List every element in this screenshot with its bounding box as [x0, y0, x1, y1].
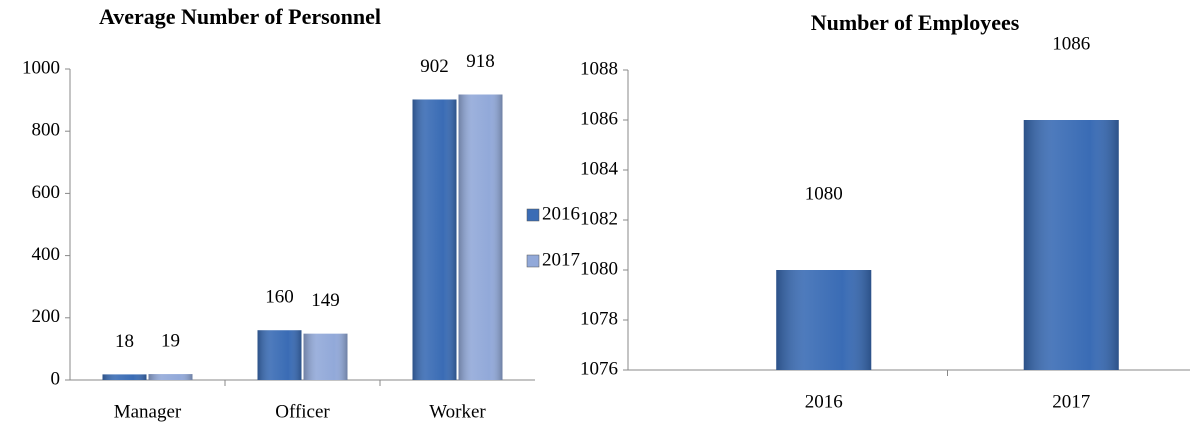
bar-shade: [102, 374, 147, 380]
y-tick-label: 600: [32, 182, 61, 203]
y-tick-label: 1076: [580, 358, 618, 379]
y-tick-label: 1086: [580, 108, 618, 129]
bar-shade: [1023, 120, 1119, 370]
data-label: 149: [311, 290, 340, 311]
legend-label: 2017: [542, 249, 580, 270]
y-tick-label: 800: [32, 120, 61, 141]
y-tick-label: 1082: [580, 208, 618, 229]
x-tick-label: Manager: [114, 401, 182, 422]
y-tick-label: 200: [32, 306, 61, 327]
data-label: 160: [265, 287, 294, 308]
chart-title: Number of Employees: [811, 10, 1020, 35]
x-tick-label: 2017: [1052, 391, 1090, 412]
bar-shade: [148, 374, 193, 380]
bar-shade: [257, 330, 302, 380]
data-label: 18: [115, 331, 134, 352]
legend-swatch: [526, 254, 540, 268]
data-label: 918: [466, 51, 495, 72]
bar-shade: [458, 94, 503, 380]
y-tick-label: 1084: [580, 158, 619, 179]
data-label: 1080: [805, 183, 843, 204]
x-tick-label: Worker: [429, 401, 486, 422]
data-label: 1086: [1052, 33, 1090, 54]
x-tick-label: 2016: [805, 391, 843, 412]
legend-label: 2016: [542, 203, 580, 224]
y-tick-label: 1078: [580, 308, 618, 329]
y-tick-label: 0: [51, 368, 61, 389]
y-tick-label: 400: [32, 244, 61, 265]
data-label: 19: [161, 330, 180, 351]
y-tick-label: 1088: [580, 58, 618, 79]
x-tick-label: Officer: [275, 401, 330, 422]
bar-shade: [776, 270, 872, 370]
y-tick-label: 1000: [22, 57, 60, 78]
bar-shade: [412, 99, 457, 380]
chart-title: Average Number of Personnel: [99, 4, 381, 29]
data-label: 902: [420, 56, 449, 77]
bar-shade: [303, 333, 348, 380]
y-tick-label: 1080: [580, 258, 618, 279]
legend-swatch: [526, 208, 540, 222]
